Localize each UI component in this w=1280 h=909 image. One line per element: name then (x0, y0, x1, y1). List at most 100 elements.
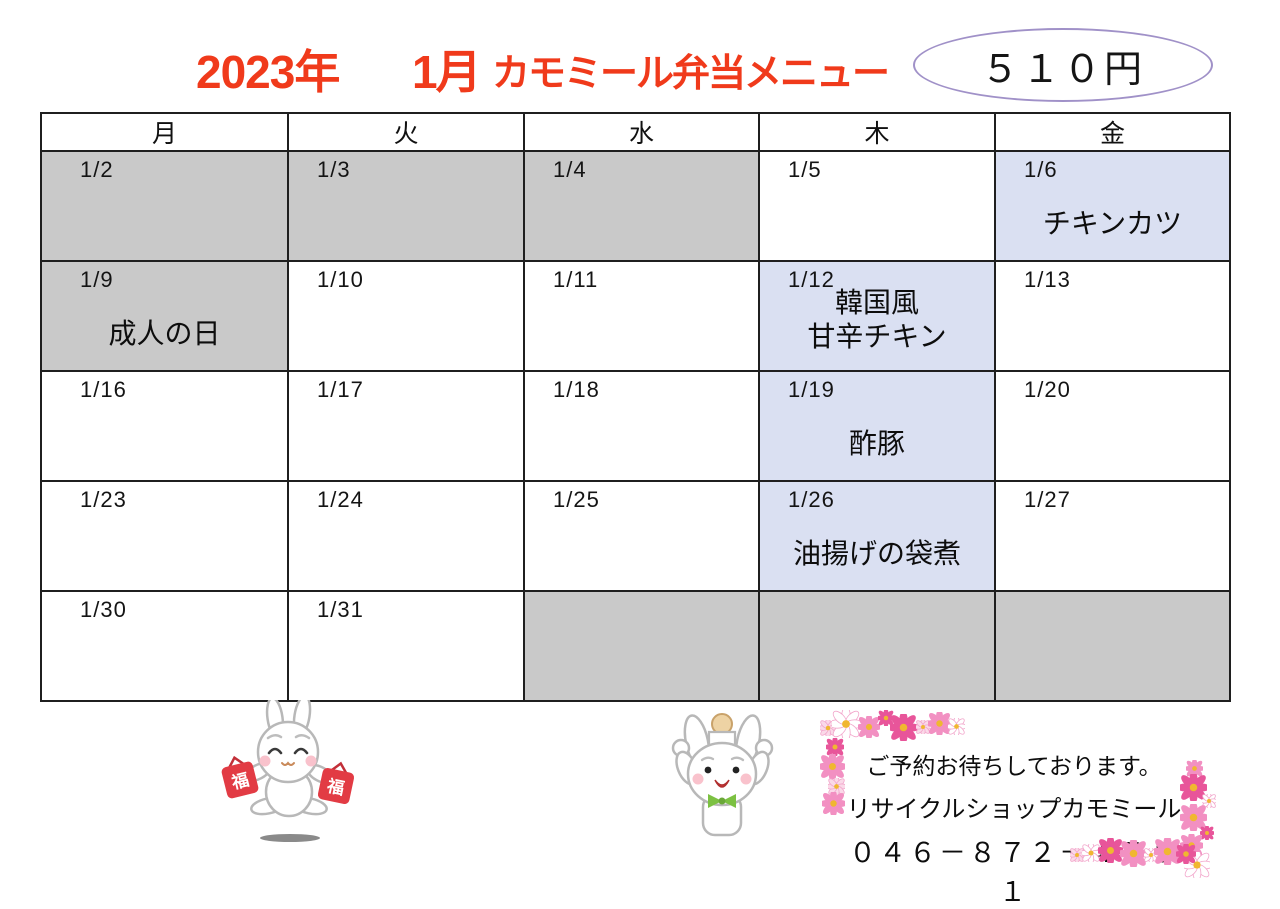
flower-icon (1177, 801, 1210, 836)
menu-item-label: 成人の日 (108, 318, 221, 349)
date-label: 1/25 (553, 487, 600, 512)
calendar-cell: 1/4 (523, 150, 760, 262)
date-label: 1/16 (80, 377, 127, 402)
flower-icon (819, 789, 848, 818)
calendar-cell: 1/9 成人の日 (40, 260, 289, 372)
rabbit-banzai-illustration (671, 713, 774, 837)
date-label (525, 592, 758, 597)
flower-icon (925, 709, 954, 738)
weekday-header: 月 (40, 112, 289, 152)
calendar-cell: 1/13 (994, 260, 1231, 372)
weekday-header: 木 (758, 112, 996, 152)
menu-item-label: 油揚げの袋煮 (792, 538, 961, 569)
date-label: 1/27 (1024, 487, 1071, 512)
date-label: 1/6 (1024, 157, 1058, 182)
bow-tie-icon (708, 794, 736, 808)
date-label: 1/10 (317, 267, 364, 292)
price-badge: ５１０円 (913, 28, 1213, 102)
menu-item-label: 酢豚 (848, 428, 905, 459)
date-label: 1/3 (317, 157, 351, 182)
flower-icon (925, 709, 954, 740)
calendar-cell: 1/30 (40, 590, 289, 702)
flower-icon (817, 751, 848, 782)
date-label: 1/20 (1024, 377, 1071, 402)
date-label (996, 592, 1229, 597)
page-title-year: 2023年 (196, 46, 340, 98)
flower-icon (945, 715, 968, 740)
calendar-cell: 1/10 (287, 260, 525, 372)
calendar-cell (758, 590, 996, 702)
calendar-cell: 1/23 (40, 480, 289, 592)
page-title-month: 1月 (412, 46, 482, 98)
flower-border-top-left (817, 706, 980, 826)
date-label: 1/13 (1024, 267, 1071, 292)
menu-item-label: チキンカツ (1042, 208, 1183, 239)
date-label: 1/11 (553, 267, 599, 292)
flower-icon (1095, 835, 1126, 868)
date-label: 1/30 (80, 597, 127, 622)
flower-icon (887, 711, 920, 746)
price-label: ５１０円 (980, 48, 1145, 91)
shop-name: リサイクルショップカモミール (846, 796, 1182, 823)
flower-icon (817, 751, 848, 784)
flower-icon (1151, 835, 1184, 870)
date-label: 1/23 (80, 487, 127, 512)
date-label: 1/26 (788, 487, 835, 512)
calendar-cell: 1/3 (287, 150, 525, 262)
flower-icon (1200, 792, 1218, 813)
flower-icon (914, 718, 932, 739)
calendar-cell: 1/17 (287, 370, 525, 482)
calendar-row: 1/2 1/3 1/4 1/5 1/6 チキンカツ (40, 150, 1231, 262)
date-label: 1/17 (317, 377, 364, 402)
svg-text:福: 福 (229, 769, 251, 793)
calendar-cell (523, 590, 760, 702)
menu-item-label: 韓国風 甘辛チキン (807, 287, 947, 352)
calendar-cell: 1/20 (994, 370, 1231, 482)
calendar-cell: 1/31 (287, 590, 525, 702)
flower-icon (1198, 824, 1216, 845)
flower-icon (1173, 841, 1199, 869)
weekday-header: 火 (287, 112, 525, 152)
calendar-cell: 1/25 (523, 480, 760, 592)
flower-icon (1198, 824, 1216, 842)
calendar-cell: 1/2 (40, 150, 289, 262)
date-label: 1/2 (80, 157, 114, 182)
flower-icon (1177, 771, 1210, 806)
flower-icon (817, 717, 839, 739)
lucky-bag-right: 福 (317, 761, 355, 805)
flower-icon (1117, 837, 1150, 870)
page-title-name: カモミール弁当メニュー (492, 53, 890, 95)
lucky-bag-left: 福 (221, 755, 259, 799)
calendar-cell: 1/27 (994, 480, 1231, 592)
date-label: 1/24 (317, 487, 364, 512)
flower-icon (1151, 835, 1184, 868)
flower-icon (1177, 801, 1210, 834)
flower-icon (855, 713, 883, 741)
calendar-cell: 1/16 (40, 370, 289, 482)
flower-icon (1095, 835, 1126, 866)
date-label: 1/18 (553, 377, 600, 402)
flower-icon (855, 713, 883, 743)
date-label: 1/9 (80, 267, 114, 292)
flower-icon (945, 715, 968, 738)
weekday-header-row: 月火水木金 (40, 112, 1231, 152)
calendar-row: 1/30 1/31 (40, 590, 1231, 702)
flower-icon (1177, 771, 1210, 804)
date-label: 1/31 (317, 597, 364, 622)
flower-icon (914, 718, 932, 736)
calendar-table: 月火水木金 1/2 1/3 1/4 1/5 1/6 チキンカツ 1/9 成人の日 1/10 1/1… (40, 112, 1231, 702)
flower-icon (887, 711, 920, 744)
calendar-row: 1/23 1/24 1/25 1/26 油揚げの袋煮 1/27 (40, 480, 1231, 592)
flower-icon (819, 789, 848, 820)
reservation-message: ご予約お待ちしております。 (866, 753, 1162, 779)
calendar-row: 1/9 成人の日 1/10 1/11 1/12 韓国風 甘辛チキン 1/13 (40, 260, 1231, 372)
flower-icon (817, 717, 839, 741)
svg-text:福: 福 (324, 775, 346, 798)
date-label: 1/4 (553, 157, 587, 182)
date-label (760, 592, 994, 597)
date-label: 1/5 (788, 157, 822, 182)
calendar-cell: 1/24 (287, 480, 525, 592)
rabbit-shadow (260, 834, 320, 842)
calendar-row: 1/16 1/17 1/18 1/19 酢豚 1/20 (40, 370, 1231, 482)
